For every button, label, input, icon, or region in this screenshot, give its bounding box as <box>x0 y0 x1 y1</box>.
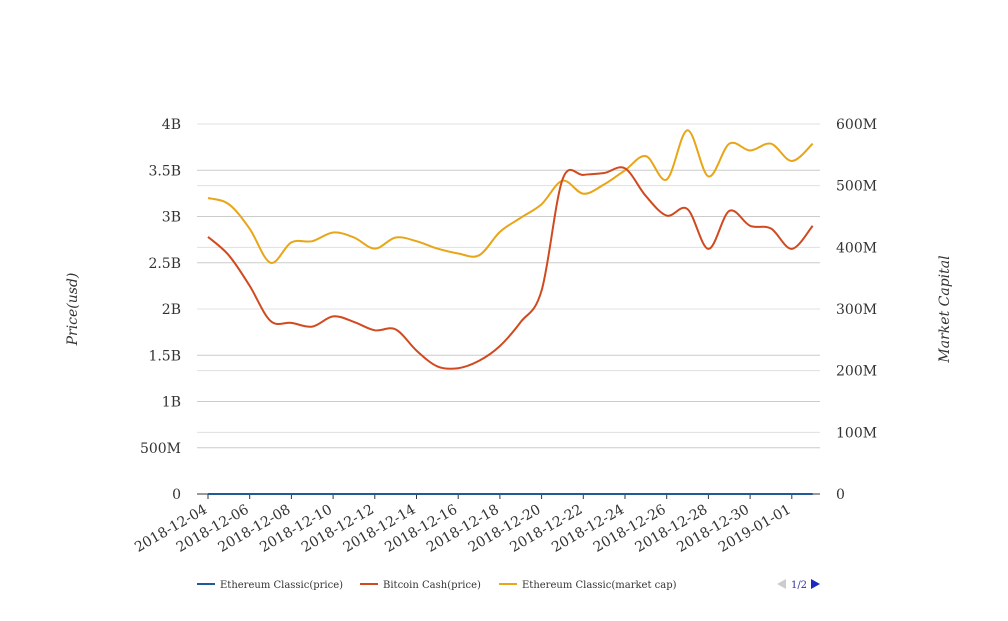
gridlines <box>197 123 820 495</box>
legend-pager: 1/2 <box>777 579 820 591</box>
y-right-tick-label: 300M <box>836 302 877 318</box>
legend-item-label[interactable]: Ethereum Classic(market cap) <box>522 580 677 591</box>
y-right-axis: 0 100M 200M 300M 400M 500M 600M <box>836 117 877 503</box>
y-left-tick-label: 0 <box>172 487 181 503</box>
y-left-tick-label: 2.5B <box>148 256 181 272</box>
pager-label: 1/2 <box>791 580 807 591</box>
y-left-tick-label: 2B <box>162 302 181 318</box>
y-right-tick-label: 200M <box>836 364 877 380</box>
series-lines <box>207 129 814 495</box>
y-right-tick-label: 500M <box>836 179 877 195</box>
series-line-2 <box>207 129 814 264</box>
y-right-tick-label: 600M <box>836 117 877 133</box>
y-left-tick-label: 3B <box>162 210 181 226</box>
y-right-tick-label: 0 <box>836 487 845 503</box>
pager-prev-icon[interactable] <box>777 579 786 589</box>
y-left-tick-label: 4B <box>162 117 181 133</box>
x-axis: 2018-12-042018-12-062018-12-082018-12-10… <box>132 493 820 556</box>
y-left-axis-title: Price(usd) <box>65 273 81 347</box>
y-left-tick-label: 1.5B <box>148 348 181 364</box>
y-left-axis: 0 500M 1B 1.5B 2B 2.5B 3B 3.5B 4B <box>140 117 181 503</box>
legend-item-label[interactable]: Bitcoin Cash(price) <box>383 580 481 591</box>
legend-item-label[interactable]: Ethereum Classic(price) <box>220 580 343 591</box>
y-right-axis-title: Market Capital <box>937 255 953 363</box>
y-right-tick-label: 100M <box>836 425 877 441</box>
y-left-tick-label: 1B <box>162 395 181 411</box>
y-left-tick-label: 500M <box>140 441 181 457</box>
y-right-tick-label: 400M <box>836 240 877 256</box>
legend: Ethereum Classic(price) Bitcoin Cash(pric… <box>197 580 677 591</box>
pager-next-icon[interactable] <box>811 579 820 589</box>
series-line-1 <box>207 166 814 370</box>
y-left-tick-label: 3.5B <box>148 163 181 179</box>
